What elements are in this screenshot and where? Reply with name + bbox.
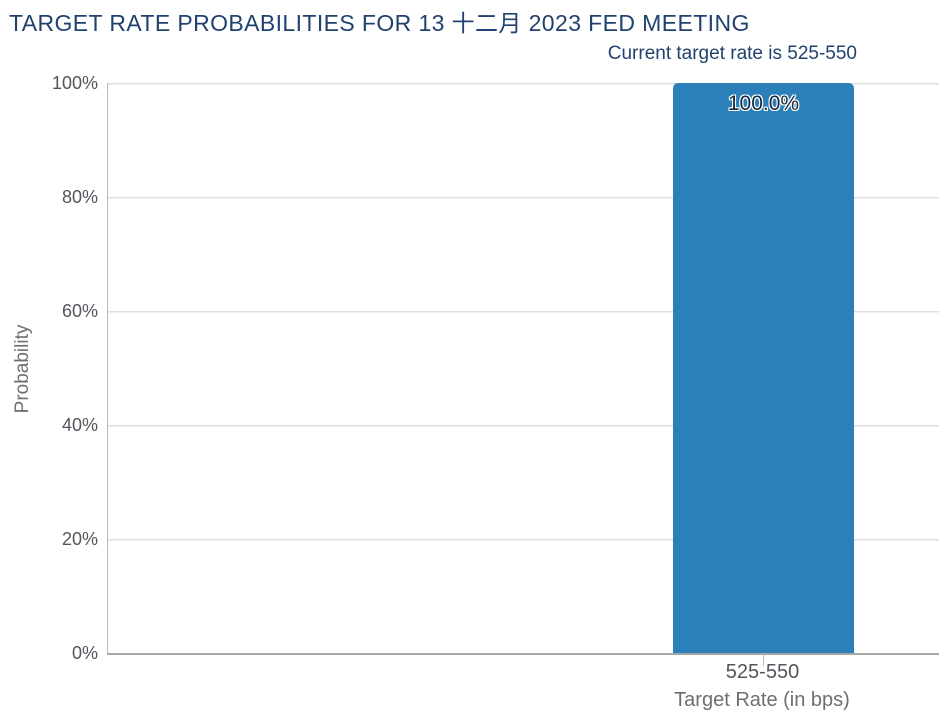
x-axis-title: Target Rate (in bps): [674, 689, 850, 711]
gridline-40: [108, 425, 939, 426]
gridline-100: [108, 83, 939, 84]
x-tick-label-525-550: 525-550: [725, 661, 800, 683]
gridline-20: [108, 539, 939, 540]
x-axis-tick-mark: [763, 655, 764, 666]
y-tick-label-60: 60%: [61, 301, 98, 321]
y-tick-label-20: 20%: [61, 529, 98, 549]
y-tick-label-0: 0%: [71, 643, 98, 663]
plot-area: 100.0%: [107, 83, 939, 666]
chart-subtitle: Current target rate is 525-550: [607, 43, 857, 64]
y-tick-label-80: 80%: [61, 187, 98, 207]
gridline-60: [108, 311, 939, 312]
bar-value-label: 100.0%: [727, 92, 800, 115]
gridline-80: [108, 197, 939, 198]
y-tick-label-100: 100%: [51, 73, 98, 93]
probability-bar-525-550[interactable]: 100.0%: [673, 83, 854, 653]
y-tick-label-40: 40%: [61, 415, 98, 435]
chart-title: TARGET RATE PROBABILITIES FOR 13 十二月 202…: [9, 10, 750, 36]
